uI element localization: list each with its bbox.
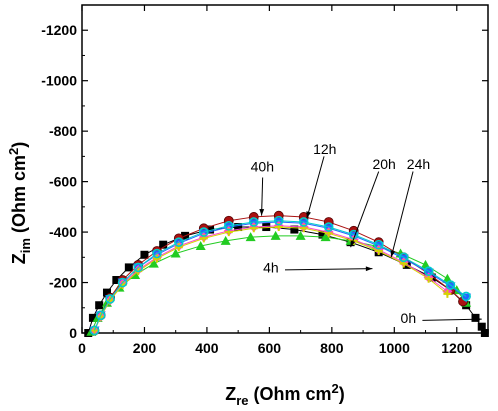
series-line — [94, 220, 467, 331]
data-point — [290, 225, 299, 234]
annotation-arrowhead — [259, 209, 265, 216]
data-point — [112, 276, 121, 285]
series-line — [94, 226, 448, 331]
y-tick-label: -800 — [49, 123, 77, 139]
data-point — [461, 291, 471, 302]
data-point — [248, 217, 259, 227]
annotation-arrow — [350, 171, 380, 248]
data-point — [90, 326, 99, 335]
series-line — [94, 225, 448, 331]
annotation-arrowhead — [350, 240, 356, 248]
data-point — [423, 266, 434, 276]
data-point — [220, 235, 231, 245]
data-point — [95, 310, 106, 321]
data-point — [88, 313, 97, 322]
data-point — [206, 225, 215, 234]
data-point — [174, 237, 184, 247]
annotation-0h: 0h — [401, 310, 482, 326]
y-tick-label: -1000 — [41, 73, 77, 89]
annotation-label: 12h — [313, 141, 336, 157]
annotations-layer: 40h 12h 20h 24h 4h 0h — [251, 141, 482, 326]
x-tick-label: 200 — [133, 340, 157, 356]
data-point — [298, 217, 309, 227]
data-point — [124, 263, 133, 272]
x-axis-title: Zre (Ohm cm2) — [225, 381, 345, 408]
annotation-label: 4h — [263, 259, 279, 275]
data-point — [159, 240, 168, 249]
series-unlabeled-6 — [89, 215, 471, 336]
data-point — [262, 223, 271, 232]
annotation-20h: 20h — [350, 156, 396, 248]
data-point — [148, 258, 159, 268]
y-tick-label: -1200 — [41, 22, 77, 38]
data-point — [477, 322, 486, 331]
annotation-arrowhead — [475, 316, 482, 322]
data-point — [105, 294, 115, 304]
annotation-12h: 12h — [306, 141, 336, 219]
x-tick-label: 0 — [78, 340, 86, 356]
data-point — [402, 260, 411, 269]
y-tick-label: 0 — [69, 325, 77, 341]
data-point — [373, 239, 384, 250]
annotation-arrowhead — [365, 266, 373, 272]
annotation-arrowhead — [306, 211, 311, 219]
x-tick-label: 1200 — [441, 340, 472, 356]
data-point — [170, 248, 181, 258]
y-tick-label: -400 — [49, 224, 77, 240]
plot-frame — [81, 4, 489, 334]
data-point — [480, 329, 489, 337]
x-tick-label: 800 — [320, 340, 344, 356]
annotation-label: 20h — [372, 156, 395, 172]
annotation-arrow — [390, 171, 414, 258]
data-point — [270, 230, 281, 240]
data-point — [295, 230, 306, 240]
data-point — [140, 250, 149, 259]
series-line — [87, 226, 486, 334]
data-point — [445, 282, 456, 292]
data-point — [199, 227, 209, 237]
data-point — [152, 254, 161, 263]
annotation-label: 0h — [401, 310, 417, 326]
data-point — [133, 262, 144, 273]
annotation-4h: 4h — [263, 259, 373, 275]
series-24h — [89, 220, 453, 336]
data-point — [117, 277, 128, 288]
annotation-arrow — [284, 268, 373, 271]
data-point — [234, 223, 243, 232]
data-point — [95, 301, 104, 310]
y-tick-label: -600 — [49, 174, 77, 190]
annotation-label: 40h — [251, 159, 274, 175]
data-point — [398, 252, 409, 263]
series-layer — [84, 210, 489, 337]
data-point — [89, 325, 100, 336]
data-point — [323, 222, 334, 232]
data-point — [424, 274, 433, 283]
annotation-arrowhead — [390, 250, 396, 258]
annotation-arrow — [422, 318, 482, 321]
x-tick-label: 400 — [195, 340, 219, 356]
data-point — [445, 280, 456, 290]
data-point — [195, 240, 206, 250]
annotation-arrow — [306, 156, 325, 219]
annotation-40h: 40h — [251, 159, 274, 216]
x-tick-label: 600 — [258, 340, 282, 356]
y-axis-title: Zim (Ohm cm2) — [6, 142, 33, 264]
data-point — [318, 230, 327, 239]
data-point — [223, 220, 234, 231]
data-point — [320, 232, 331, 242]
data-point — [461, 293, 472, 303]
x-tick-label: 1000 — [379, 340, 410, 356]
data-point — [152, 248, 162, 259]
data-point — [443, 289, 452, 298]
series-unlabeled-5 — [90, 223, 452, 335]
data-point — [102, 288, 111, 297]
annotation-24h: 24h — [390, 156, 430, 258]
y-tick-label: -200 — [49, 275, 77, 291]
axes: 0 200 400 600 800 1000 1200 0 -200 -400 -600 -800 -1… — [41, 4, 489, 356]
data-point — [245, 232, 256, 242]
data-point — [273, 215, 284, 226]
annotation-label: 24h — [407, 156, 430, 172]
data-point — [174, 243, 183, 252]
